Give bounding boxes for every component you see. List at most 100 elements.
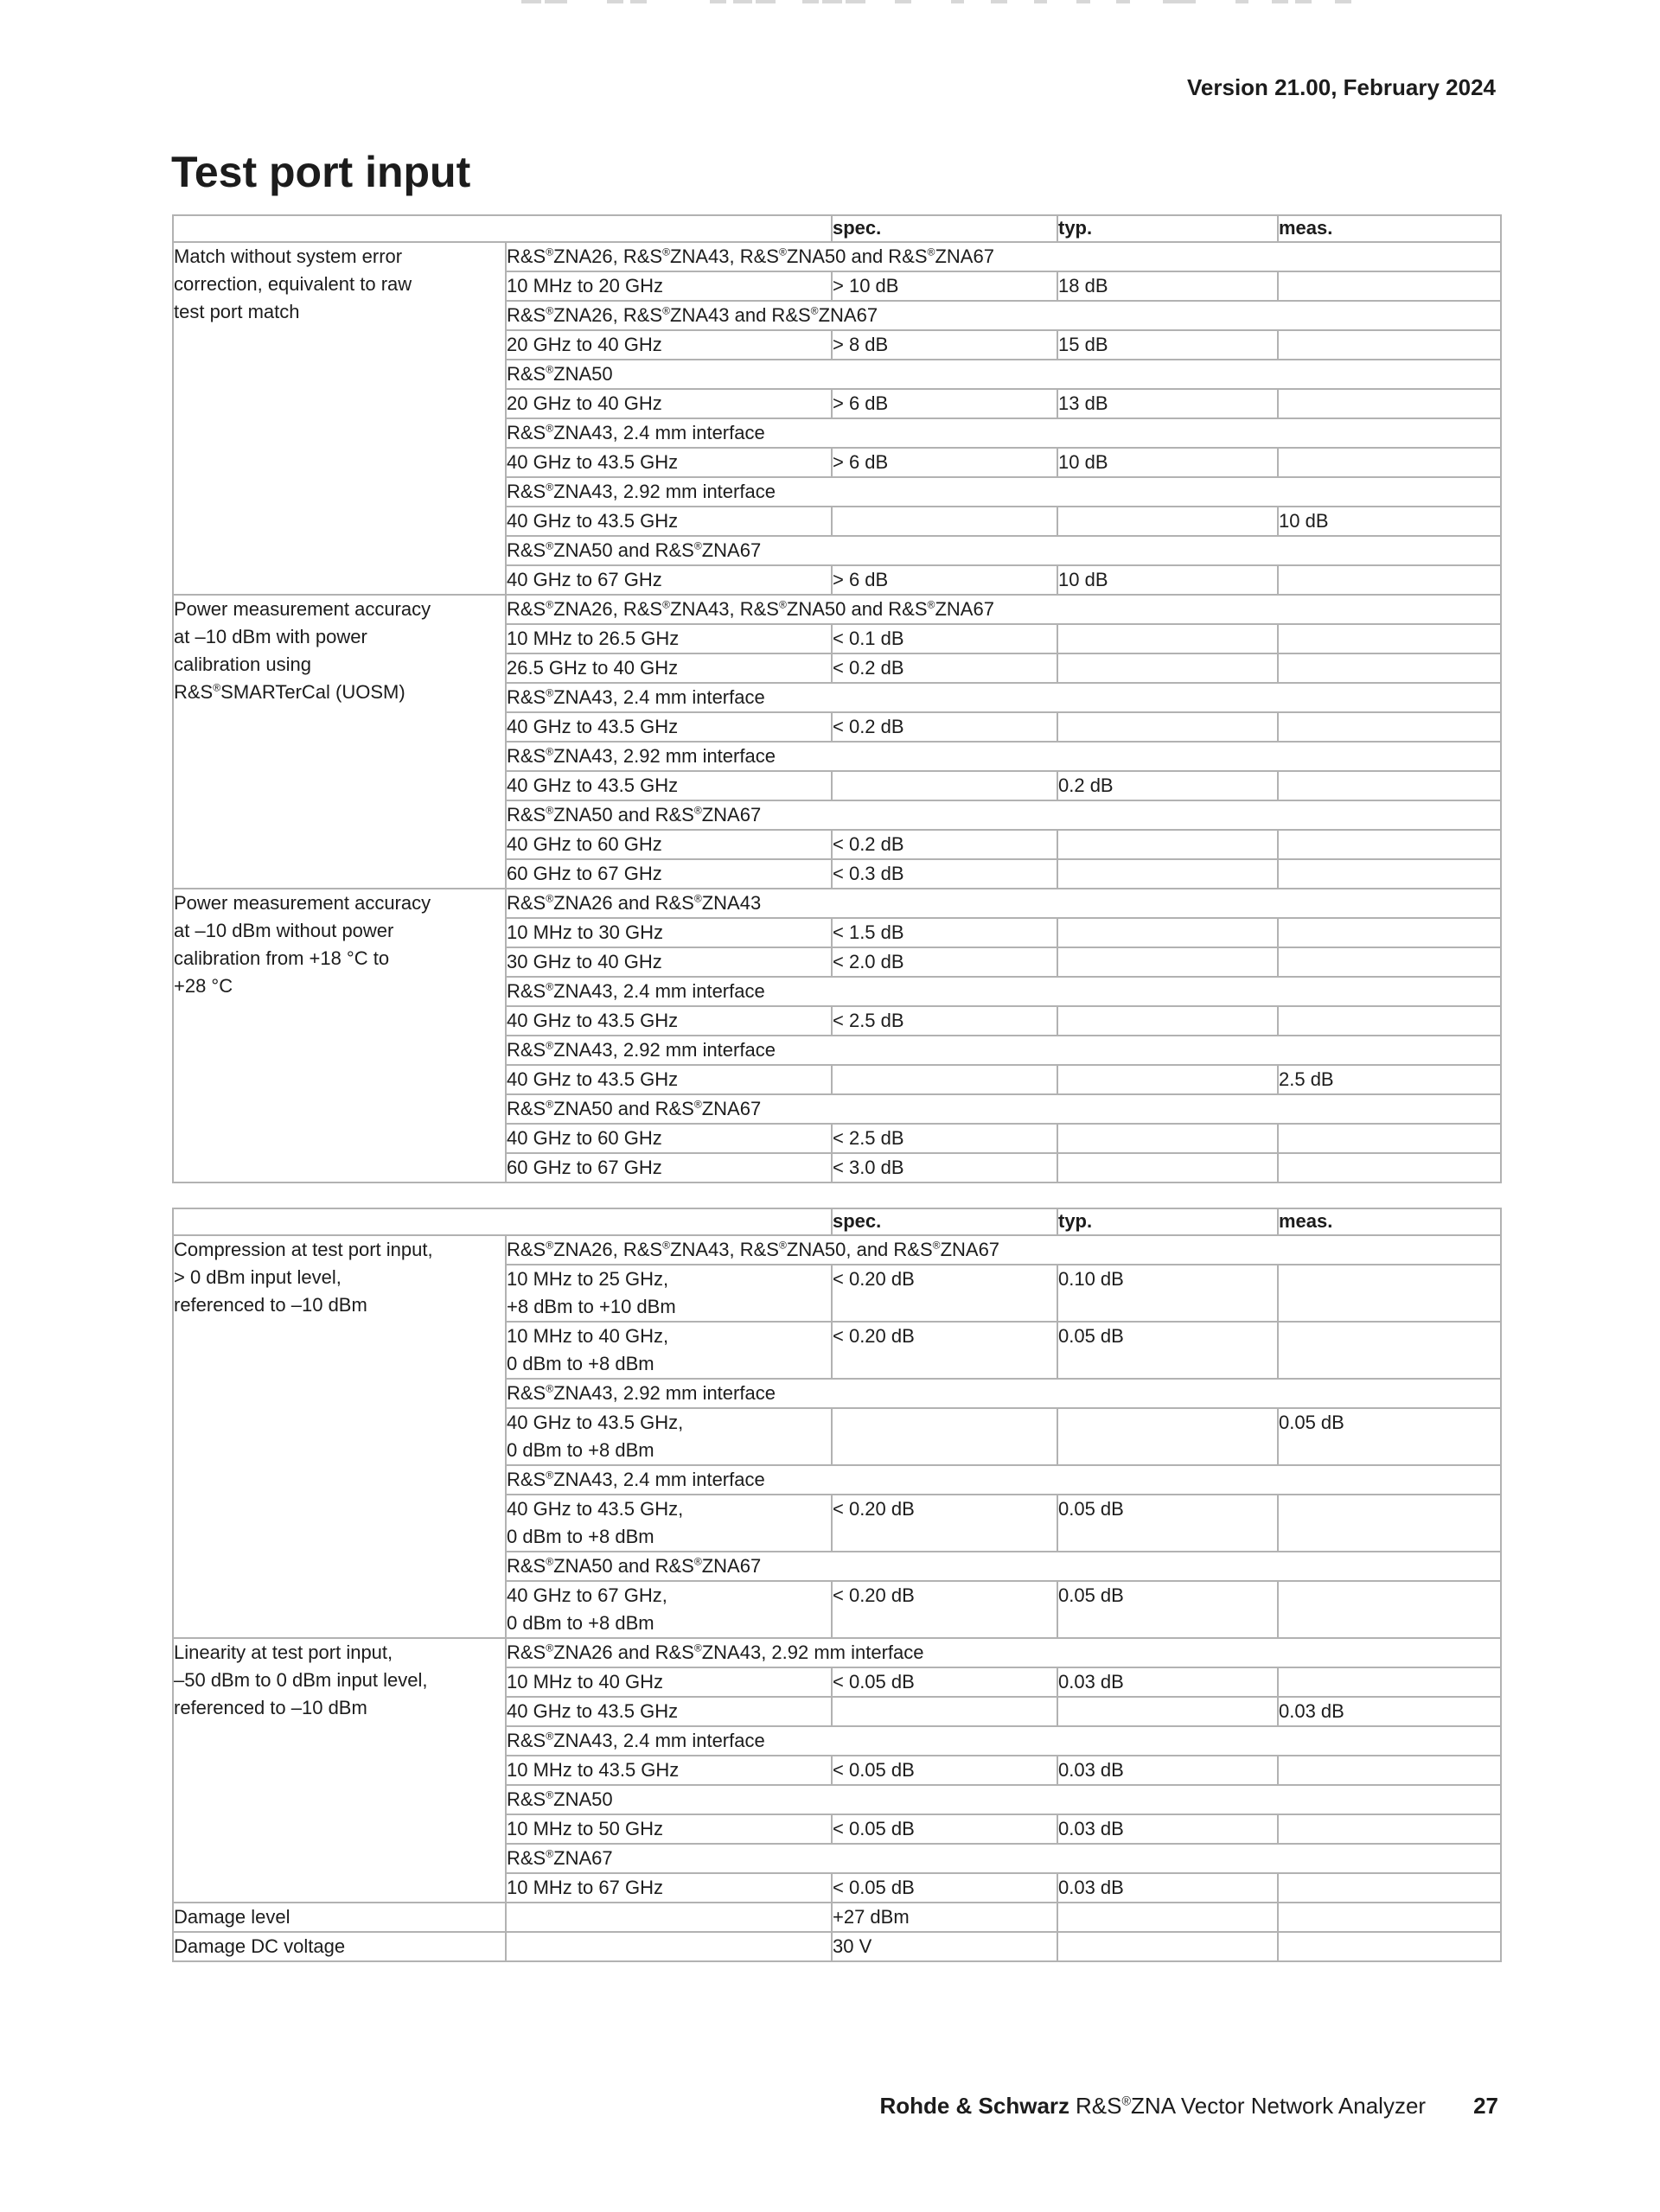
spec-row: 10 MHz to 43.5 GHz < 0.05 dB 0.03 dB xyxy=(173,1755,1502,1786)
device-row: R&S®ZNA43, 2.4 mm interface xyxy=(173,682,1502,713)
device-row: R&S®ZNA43, 2.92 mm interface xyxy=(173,741,1502,772)
spec-row: 40 GHz to 43.5 GHz 0.03 dB xyxy=(173,1696,1502,1727)
parameter-cell: Linearity at test port input, –50 dBm to … xyxy=(172,1637,507,1903)
frequency-range-cell: 40 GHz to 43.5 GHz xyxy=(505,1064,833,1095)
footer-page-number: 27 xyxy=(1473,2093,1498,2119)
spec-value-cell: > 6 dB xyxy=(831,564,1058,596)
column-header-empty xyxy=(172,1208,833,1236)
typ-value-cell: 0.03 dB xyxy=(1057,1755,1279,1786)
device-row: R&S®ZNA50 and R&S®ZNA67 xyxy=(173,1551,1502,1582)
device-row: R&S®ZNA43, 2.4 mm interface xyxy=(173,418,1502,449)
spec-value-cell: < 0.20 dB xyxy=(831,1264,1058,1323)
meas-value-cell xyxy=(1277,1814,1502,1845)
meas-value-cell xyxy=(1277,1321,1502,1380)
meas-value-cell xyxy=(1277,917,1502,948)
device-row: R&S®ZNA26, R&S®ZNA43 and R&S®ZNA67 xyxy=(173,300,1502,331)
spec-value-cell: < 2.5 dB xyxy=(831,1123,1058,1154)
top-edge-artifact xyxy=(1034,0,1047,3)
meas-value-cell: 0.03 dB xyxy=(1277,1696,1502,1727)
column-header-typ: typ. xyxy=(1057,214,1279,243)
frequency-range-cell: 10 MHz to 26.5 GHz xyxy=(505,623,833,654)
device-cell: R&S®ZNA50 and R&S®ZNA67 xyxy=(505,535,1502,566)
typ-value-cell xyxy=(1057,858,1279,889)
spec-value-cell: < 0.2 dB xyxy=(831,711,1058,743)
spec-row: 30 GHz to 40 GHz < 2.0 dB xyxy=(173,947,1502,978)
typ-value-cell: 0.2 dB xyxy=(1057,770,1279,801)
device-row: R&S®ZNA67 xyxy=(173,1843,1502,1874)
typ-value-cell xyxy=(1057,623,1279,654)
device-cell: R&S®ZNA43, 2.4 mm interface xyxy=(505,1464,1502,1495)
spec-value-cell: > 10 dB xyxy=(831,271,1058,302)
parameter-cell: Power measurement accuracy at –10 dBm wit… xyxy=(172,594,507,889)
frequency-range-cell: 10 MHz to 40 GHz xyxy=(505,1667,833,1698)
typ-value-cell xyxy=(1057,829,1279,860)
spec-row: 10 MHz to 50 GHz < 0.05 dB 0.03 dB xyxy=(173,1814,1502,1845)
meas-value-cell xyxy=(1277,858,1502,889)
frequency-range-cell: 10 MHz to 43.5 GHz xyxy=(505,1755,833,1786)
device-cell: R&S®ZNA26, R&S®ZNA43, R&S®ZNA50 and R&S®… xyxy=(505,241,1502,272)
meas-value-cell xyxy=(1277,564,1502,596)
spec-value-cell: < 2.0 dB xyxy=(831,947,1058,978)
spec-value-cell: < 0.2 dB xyxy=(831,653,1058,684)
top-edge-artifact xyxy=(756,0,776,3)
top-edge-artifact xyxy=(1163,0,1196,3)
frequency-range-cell: 40 GHz to 43.5 GHz xyxy=(505,711,833,743)
meas-value-cell: 2.5 dB xyxy=(1277,1064,1502,1095)
spec-value-cell: < 1.5 dB xyxy=(831,917,1058,948)
spec-value-cell: < 0.1 dB xyxy=(831,623,1058,654)
device-cell: R&S®ZNA26 and R&S®ZNA43, 2.92 mm interfa… xyxy=(505,1637,1502,1668)
top-edge-artifact xyxy=(521,0,541,3)
spec-row: 40 GHz to 60 GHz < 0.2 dB xyxy=(173,829,1502,860)
column-header-row: spec. typ. meas. xyxy=(172,1208,1502,1236)
typ-value-cell xyxy=(1057,653,1279,684)
spec-row: 10 MHz to 40 GHz < 0.05 dB 0.03 dB xyxy=(173,1667,1502,1698)
spec-row: Damage level +27 dBm xyxy=(172,1902,1502,1933)
top-edge-artifact xyxy=(991,0,1007,3)
frequency-range-cell: 40 GHz to 43.5 GHz, 0 dBm to +8 dBm xyxy=(505,1407,833,1466)
device-cell: R&S®ZNA50 and R&S®ZNA67 xyxy=(505,800,1502,831)
meas-value-cell xyxy=(1277,1902,1502,1933)
column-header-meas: meas. xyxy=(1277,1208,1502,1236)
meas-value-cell xyxy=(1277,1264,1502,1323)
frequency-range-cell: 10 MHz to 40 GHz, 0 dBm to +8 dBm xyxy=(505,1321,833,1380)
spec-value-cell xyxy=(831,1064,1058,1095)
frequency-range-cell: 40 GHz to 60 GHz xyxy=(505,829,833,860)
device-row: R&S®ZNA43, 2.4 mm interface xyxy=(173,1725,1502,1756)
typ-value-cell: 0.05 dB xyxy=(1057,1494,1279,1552)
typ-value-cell: 0.05 dB xyxy=(1057,1580,1279,1639)
device-row: R&S®ZNA50 and R&S®ZNA67 xyxy=(173,800,1502,831)
device-cell: R&S®ZNA50 and R&S®ZNA67 xyxy=(505,1551,1502,1582)
meas-value-cell xyxy=(1277,711,1502,743)
meas-value-cell xyxy=(1277,1152,1502,1183)
meas-value-cell xyxy=(1277,1872,1502,1903)
frequency-range-cell: 40 GHz to 67 GHz, 0 dBm to +8 dBm xyxy=(505,1580,833,1639)
device-cell: R&S®ZNA26, R&S®ZNA43, R&S®ZNA50 and R&S®… xyxy=(505,594,1502,625)
parameter-cell: Damage level xyxy=(172,1902,507,1933)
meas-value-cell xyxy=(1277,1931,1502,1962)
spec-row: 40 GHz to 67 GHz, 0 dBm to +8 dBm < 0.20 d… xyxy=(173,1580,1502,1639)
device-cell: R&S®ZNA26, R&S®ZNA43 and R&S®ZNA67 xyxy=(505,300,1502,331)
meas-value-cell xyxy=(1277,447,1502,478)
device-row: R&S®ZNA43, 2.92 mm interface xyxy=(173,1035,1502,1066)
device-cell: R&S®ZNA67 xyxy=(505,1843,1502,1874)
device-row: R&S®ZNA43, 2.4 mm interface xyxy=(173,1464,1502,1495)
spec-row: 26.5 GHz to 40 GHz < 0.2 dB xyxy=(173,653,1502,684)
spec-row: 60 GHz to 67 GHz < 0.3 dB xyxy=(173,858,1502,889)
spec-value-cell xyxy=(831,506,1058,537)
top-edge-artifact xyxy=(822,0,842,3)
frequency-range-cell: 40 GHz to 60 GHz xyxy=(505,1123,833,1154)
spec-row: 10 MHz to 67 GHz < 0.05 dB 0.03 dB xyxy=(173,1872,1502,1903)
frequency-range-cell: 40 GHz to 43.5 GHz xyxy=(505,447,833,478)
frequency-range-cell xyxy=(505,1902,833,1933)
spec-value-cell: < 0.05 dB xyxy=(831,1872,1058,1903)
meas-value-cell xyxy=(1277,271,1502,302)
device-cell: R&S®ZNA26 and R&S®ZNA43 xyxy=(505,888,1502,919)
meas-value-cell xyxy=(1277,1494,1502,1552)
device-cell: R&S®ZNA50 xyxy=(505,359,1502,390)
frequency-range-cell: 40 GHz to 43.5 GHz, 0 dBm to +8 dBm xyxy=(505,1494,833,1552)
device-cell: R&S®ZNA43, 2.92 mm interface xyxy=(505,741,1502,772)
frequency-range-cell: 10 MHz to 67 GHz xyxy=(505,1872,833,1903)
frequency-range-cell: 60 GHz to 67 GHz xyxy=(505,858,833,889)
frequency-range-cell: 20 GHz to 40 GHz xyxy=(505,329,833,360)
